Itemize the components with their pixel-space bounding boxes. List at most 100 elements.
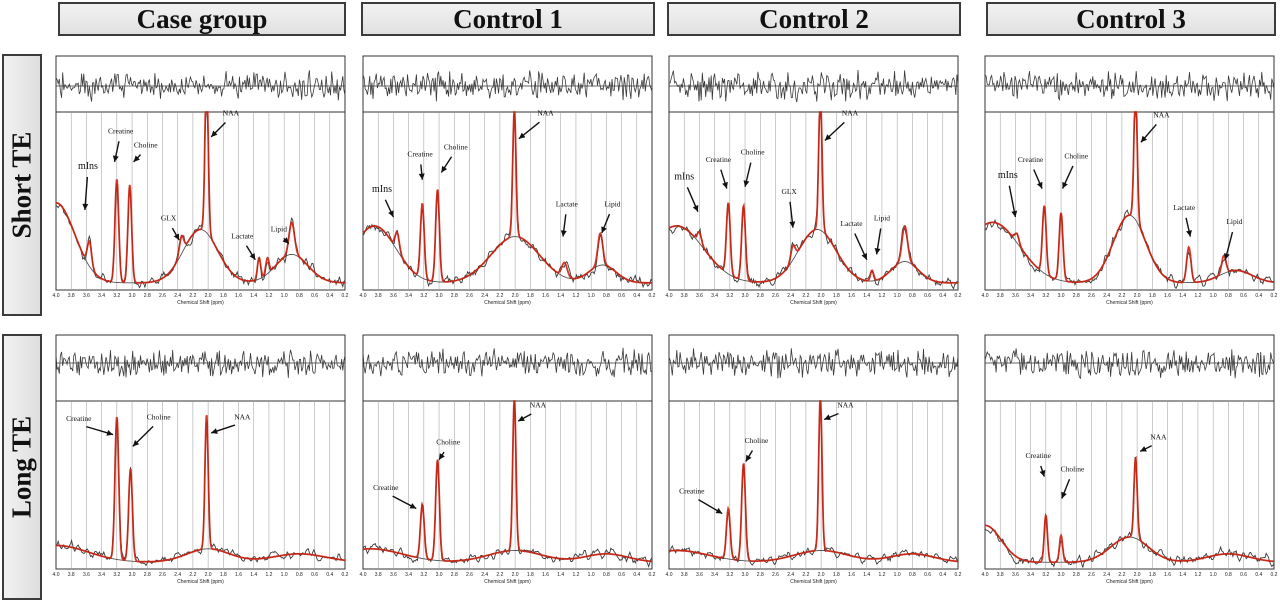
label-lipid: Lipid [604, 199, 620, 208]
row-header-long-te: Long TE [2, 334, 42, 600]
label-creatine: Creatine [1018, 155, 1044, 164]
x-tick-label: 0.6 [1240, 293, 1247, 299]
x-tick-label: 1.6 [848, 572, 855, 578]
x-tick-label: 3.0 [742, 293, 749, 299]
x-tick-label: 3.2 [726, 293, 733, 299]
label-naa: NAA [234, 412, 251, 421]
x-tick-label: 2.6 [1088, 293, 1095, 299]
label-mins: mIns [372, 184, 392, 195]
spectrum-chart: Creatine Choline NAA 4.0 3.8 3.6 3.4 3.2 3.0 2.8 2… [360, 334, 656, 585]
x-tick-label: 2.0 [512, 293, 519, 299]
arrowhead-mins [82, 203, 89, 210]
label-glx: GLX [161, 214, 177, 223]
label-naa: NAA [223, 109, 240, 118]
x-tick-label: 2.2 [496, 572, 503, 578]
x-tick-label: 1.6 [1164, 293, 1171, 299]
residual-trace [984, 71, 1275, 102]
spectrum-chart: mIns Creatine Choline GLX NAA Lactate Lipid 4.0… [666, 55, 962, 306]
x-tick-label: 2.2 [802, 572, 809, 578]
label-glx: GLX [781, 187, 797, 196]
x-tick-label: 1.2 [878, 572, 885, 578]
x-tick-label: 1.4 [250, 572, 257, 578]
x-tick-label: 3.2 [420, 293, 427, 299]
x-tick-label: 2.6 [159, 293, 166, 299]
x-tick-label: 1.4 [1179, 293, 1186, 299]
residual-trace [668, 348, 959, 379]
x-tick-label: 0.8 [909, 572, 916, 578]
label-choline: Choline [444, 142, 468, 151]
x-tick-label: 4.0 [666, 572, 673, 578]
x-axis-label: Chemical Shift (ppm) [790, 579, 837, 585]
x-tick-label: 3.8 [375, 572, 382, 578]
x-tick-label: 1.0 [1210, 572, 1217, 578]
x-tick-label: 2.4 [481, 572, 488, 578]
arrowhead-lipid [874, 248, 881, 255]
x-tick-label: 3.4 [1027, 293, 1034, 299]
x-tick-label: 4.0 [982, 572, 989, 578]
x-tick-label: 0.8 [296, 293, 303, 299]
x-tick-label: 1.0 [281, 293, 288, 299]
x-tick-label: 0.2 [1271, 293, 1278, 299]
x-tick-label: 2.2 [1118, 293, 1125, 299]
x-tick-label: 0.6 [311, 293, 318, 299]
arrowhead-creatine [418, 173, 425, 180]
arrowhead-creatine [106, 430, 114, 436]
column-header-control-2: Control 2 [667, 2, 961, 36]
arrowhead-lactate [1186, 230, 1192, 237]
x-tick-label: 2.4 [1103, 293, 1110, 299]
arrowhead-creatine [112, 155, 119, 162]
x-tick-label: 2.4 [174, 572, 181, 578]
x-tick-label: 4.0 [360, 293, 367, 299]
x-tick-label: 3.0 [1058, 572, 1065, 578]
spectrum-panel-control1-short-te: mIns Creatine Choline NAA Lactate Lipid 4.0 3.8… [360, 54, 656, 306]
x-tick-label: 2.6 [159, 572, 166, 578]
x-tick-label: 3.6 [390, 293, 397, 299]
x-tick-label: 1.8 [220, 572, 227, 578]
x-tick-label: 3.0 [129, 293, 136, 299]
x-tick-label: 2.8 [451, 293, 458, 299]
arrowhead-choline [132, 440, 140, 447]
raw-spectrum [984, 456, 1275, 568]
x-tick-label: 2.2 [496, 293, 503, 299]
x-tick-label: 3.2 [113, 572, 120, 578]
residual-trace [984, 348, 1275, 380]
x-tick-label: 0.4 [633, 293, 640, 299]
spectrum-chart: Creatine Choline NAA 4.0 3.8 3.6 3.4 3.2 3.0 2.8 2… [53, 334, 349, 585]
arrowhead-mins [692, 204, 699, 212]
spectrum-panel-control3-short-te: mIns Creatine Choline NAA Lactate Lipid 4.0 3.8… [982, 54, 1278, 306]
x-tick-label: 4.0 [666, 293, 673, 299]
label-creatine: Creatine [1026, 451, 1052, 460]
x-tick-label: 0.6 [618, 572, 625, 578]
residual-trace [362, 70, 653, 102]
arrowhead-naa [211, 428, 218, 434]
plot-frame [55, 55, 346, 291]
x-tick-label: 3.2 [1042, 572, 1049, 578]
x-tick-label: 2.8 [144, 293, 151, 299]
x-tick-label: 2.8 [1073, 293, 1080, 299]
x-tick-label: 0.4 [1255, 293, 1262, 299]
x-tick-label: 3.6 [83, 572, 90, 578]
x-tick-label: 2.0 [818, 572, 825, 578]
raw-spectrum [362, 400, 653, 569]
spectrum-panel-control3-long-te: Creatine Choline NAA 4.0 3.8 3.6 3.4 3.2 3.0 2.8 2… [982, 333, 1278, 585]
arrowhead-choline [1061, 491, 1067, 499]
x-tick-label: 1.4 [250, 293, 257, 299]
label-creatine: Creatine [407, 150, 433, 159]
x-tick-label: 4.0 [360, 572, 367, 578]
fitted-spectrum [668, 111, 958, 284]
label-choline: Choline [1061, 465, 1085, 474]
spectrum-panel-case-long-te: Creatine Choline NAA 4.0 3.8 3.6 3.4 3.2 3.0 2.8 2… [53, 333, 349, 585]
arrowhead-creatine [722, 181, 728, 189]
x-tick-label: 1.6 [542, 293, 549, 299]
arrowhead-mins [1011, 210, 1018, 218]
label-choline: Choline [741, 148, 765, 157]
arrowhead-creatine [715, 507, 723, 514]
x-tick-label: 0.4 [939, 293, 946, 299]
x-tick-label: 0.2 [955, 293, 962, 299]
x-tick-label: 3.4 [98, 293, 105, 299]
label-naa: NAA [842, 109, 859, 118]
x-axis-label: Chemical Shift (ppm) [177, 300, 224, 306]
plot-frame [668, 334, 959, 570]
